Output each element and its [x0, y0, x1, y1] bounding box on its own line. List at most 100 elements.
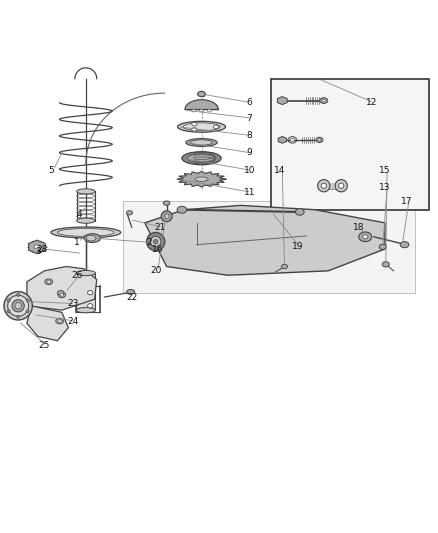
- Text: 22: 22: [126, 293, 137, 302]
- Ellipse shape: [84, 234, 101, 243]
- Ellipse shape: [8, 295, 28, 316]
- Text: 18: 18: [353, 223, 364, 232]
- Ellipse shape: [200, 109, 204, 112]
- Ellipse shape: [34, 245, 40, 249]
- Polygon shape: [278, 136, 286, 143]
- Ellipse shape: [163, 201, 170, 205]
- Text: 2: 2: [146, 238, 152, 247]
- Ellipse shape: [320, 98, 328, 103]
- Ellipse shape: [60, 294, 64, 296]
- Ellipse shape: [88, 304, 93, 308]
- Ellipse shape: [335, 180, 347, 192]
- Ellipse shape: [288, 136, 297, 143]
- Ellipse shape: [45, 279, 53, 285]
- Ellipse shape: [58, 292, 66, 298]
- Ellipse shape: [150, 236, 161, 247]
- Text: 10: 10: [244, 166, 255, 175]
- Text: 9: 9: [247, 149, 252, 157]
- Bar: [76, 273, 95, 310]
- Text: 14: 14: [275, 166, 286, 175]
- Ellipse shape: [88, 290, 93, 295]
- Text: 12: 12: [366, 98, 378, 107]
- Ellipse shape: [177, 122, 226, 132]
- Text: 13: 13: [379, 183, 391, 192]
- Ellipse shape: [195, 177, 208, 181]
- Ellipse shape: [17, 315, 20, 318]
- Text: 17: 17: [401, 197, 413, 206]
- Ellipse shape: [77, 189, 95, 194]
- Polygon shape: [177, 171, 226, 187]
- Text: 7: 7: [247, 114, 252, 123]
- Ellipse shape: [282, 264, 288, 269]
- Ellipse shape: [127, 211, 133, 215]
- Ellipse shape: [322, 99, 325, 102]
- Ellipse shape: [208, 109, 212, 112]
- Ellipse shape: [321, 183, 326, 188]
- Ellipse shape: [379, 244, 386, 249]
- Ellipse shape: [187, 154, 216, 163]
- Ellipse shape: [86, 235, 96, 241]
- Ellipse shape: [363, 235, 368, 239]
- Text: 1: 1: [74, 238, 80, 247]
- Ellipse shape: [213, 125, 219, 128]
- Ellipse shape: [192, 109, 196, 112]
- Text: 16: 16: [152, 245, 164, 254]
- Text: 6: 6: [247, 98, 252, 107]
- Ellipse shape: [359, 232, 372, 241]
- Ellipse shape: [400, 241, 409, 248]
- Text: 21: 21: [154, 223, 166, 232]
- Ellipse shape: [339, 183, 344, 188]
- Ellipse shape: [177, 206, 187, 213]
- Ellipse shape: [26, 310, 29, 313]
- Ellipse shape: [183, 123, 220, 131]
- Ellipse shape: [318, 139, 321, 141]
- Ellipse shape: [57, 290, 64, 295]
- Text: 15: 15: [379, 166, 391, 175]
- Ellipse shape: [192, 123, 197, 126]
- Ellipse shape: [56, 318, 64, 324]
- Ellipse shape: [191, 140, 212, 145]
- Text: 19: 19: [292, 243, 304, 252]
- Ellipse shape: [164, 214, 169, 219]
- Ellipse shape: [318, 180, 330, 192]
- Ellipse shape: [198, 92, 205, 96]
- Text: 4: 4: [77, 209, 82, 219]
- Ellipse shape: [7, 299, 10, 302]
- Ellipse shape: [153, 239, 158, 244]
- Ellipse shape: [47, 280, 50, 283]
- Ellipse shape: [147, 232, 165, 251]
- Text: 3: 3: [35, 247, 41, 256]
- Ellipse shape: [77, 218, 95, 223]
- Ellipse shape: [382, 262, 389, 267]
- Text: 5: 5: [48, 166, 54, 175]
- Text: 25: 25: [39, 341, 50, 350]
- Ellipse shape: [26, 299, 29, 302]
- Ellipse shape: [58, 320, 61, 322]
- Text: 20: 20: [150, 266, 161, 276]
- Text: 8: 8: [247, 131, 252, 140]
- Polygon shape: [123, 201, 416, 293]
- Text: 26: 26: [71, 271, 83, 280]
- Ellipse shape: [182, 152, 221, 165]
- Ellipse shape: [290, 139, 294, 141]
- Ellipse shape: [57, 229, 114, 236]
- Ellipse shape: [4, 292, 32, 320]
- Ellipse shape: [17, 293, 20, 296]
- Text: 11: 11: [244, 188, 255, 197]
- Ellipse shape: [51, 227, 121, 238]
- Polygon shape: [145, 205, 385, 275]
- Ellipse shape: [15, 303, 21, 309]
- Bar: [272, 79, 428, 210]
- Polygon shape: [27, 306, 68, 341]
- Text: 24: 24: [67, 317, 78, 326]
- Ellipse shape: [316, 138, 323, 142]
- Text: 28: 28: [36, 245, 48, 254]
- Polygon shape: [28, 240, 45, 254]
- Ellipse shape: [192, 128, 197, 131]
- Polygon shape: [27, 266, 97, 310]
- Ellipse shape: [7, 310, 10, 313]
- Ellipse shape: [76, 308, 95, 313]
- Ellipse shape: [186, 139, 217, 147]
- Ellipse shape: [12, 300, 24, 312]
- Bar: [324, 183, 341, 189]
